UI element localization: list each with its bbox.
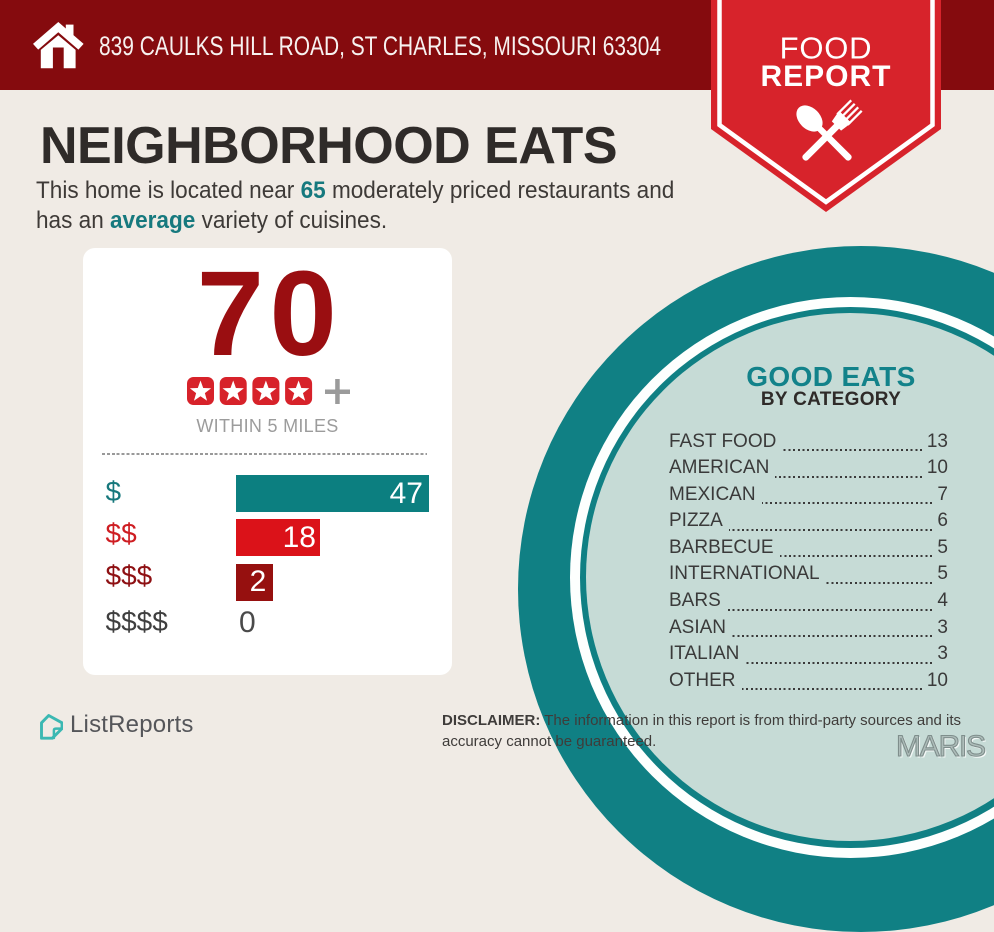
svg-text:REPORT: REPORT xyxy=(760,60,891,93)
svg-text:FOOD: FOOD xyxy=(780,31,873,66)
